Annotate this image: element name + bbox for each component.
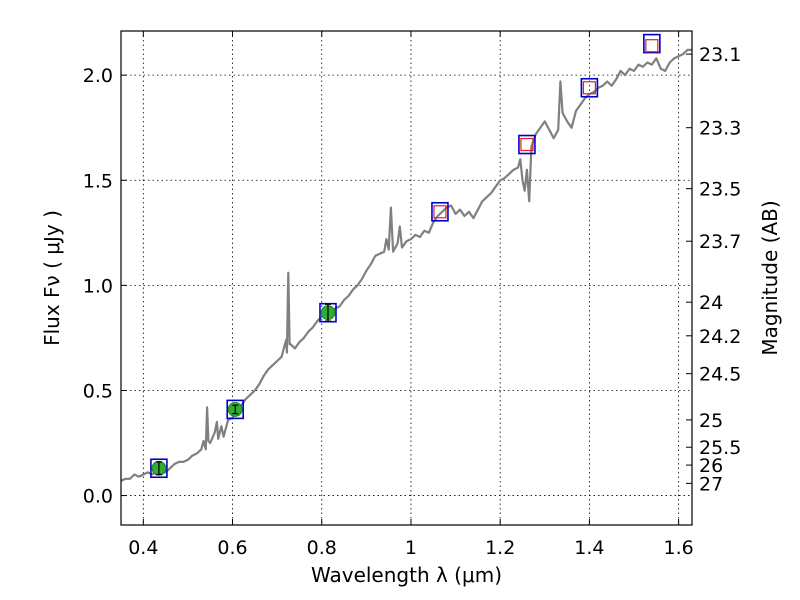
right-tick-label: 26 bbox=[699, 455, 723, 477]
upper-limit-marker bbox=[645, 39, 659, 53]
ticks: 0.4 0.6 0.8 1 1.2 1.4 1.6 0.0 0.5 1.0 1.5 2.0 23.1 23… bbox=[83, 31, 741, 559]
x-tick-label: 1.4 bbox=[574, 537, 604, 559]
right-tick-label: 23.1 bbox=[699, 44, 741, 66]
right-tick-label: 24.2 bbox=[699, 326, 741, 348]
x-axis-label: Wavelength λ (μm) bbox=[311, 563, 502, 587]
model-photometry-square bbox=[150, 458, 168, 479]
right-tick-label: 25.5 bbox=[699, 437, 741, 459]
right-tick-label: 24 bbox=[699, 292, 723, 314]
y2-axis-label: Magnitude (AB) bbox=[758, 200, 782, 355]
x-tick-label: 0.4 bbox=[128, 537, 158, 559]
x-tick-label: 0.6 bbox=[217, 537, 247, 559]
grid bbox=[121, 31, 692, 525]
x-tick-label: 1.6 bbox=[664, 537, 694, 559]
marker-layer bbox=[150, 33, 661, 479]
y-tick-label: 0.5 bbox=[83, 380, 113, 402]
x-tick-label: 1.2 bbox=[485, 537, 515, 559]
y-tick-label: 0.0 bbox=[83, 486, 113, 508]
right-tick-label: 27 bbox=[699, 473, 723, 495]
model-photometry-square bbox=[643, 33, 661, 54]
right-tick-label: 23.3 bbox=[699, 118, 741, 140]
model-photometry-square bbox=[580, 77, 599, 98]
plot-frame bbox=[120, 30, 693, 526]
right-tick-label: 24.5 bbox=[699, 364, 741, 386]
x-tick-label: 0.8 bbox=[307, 537, 337, 559]
model-photometry-square bbox=[226, 399, 244, 420]
model-spectrum-line bbox=[120, 48, 692, 482]
right-tick-label: 25 bbox=[699, 410, 723, 432]
y-tick-label: 2.0 bbox=[83, 65, 113, 87]
y-tick-label: 1.0 bbox=[83, 275, 113, 297]
right-tick-label: 23.5 bbox=[699, 179, 741, 201]
spectrum-layer bbox=[120, 48, 692, 482]
model-photometry-square bbox=[518, 134, 536, 155]
upper-limit-marker bbox=[520, 137, 534, 152]
upper-limit-marker bbox=[582, 81, 596, 95]
right-tick-label: 23.7 bbox=[699, 231, 741, 253]
model-photometry-square bbox=[431, 201, 449, 222]
y-axis-label: Flux Fν ( μJy ) bbox=[40, 210, 64, 346]
upper-limit-marker bbox=[433, 205, 447, 219]
x-tick-label: 1 bbox=[405, 537, 417, 559]
y-tick-label: 1.5 bbox=[83, 170, 113, 192]
